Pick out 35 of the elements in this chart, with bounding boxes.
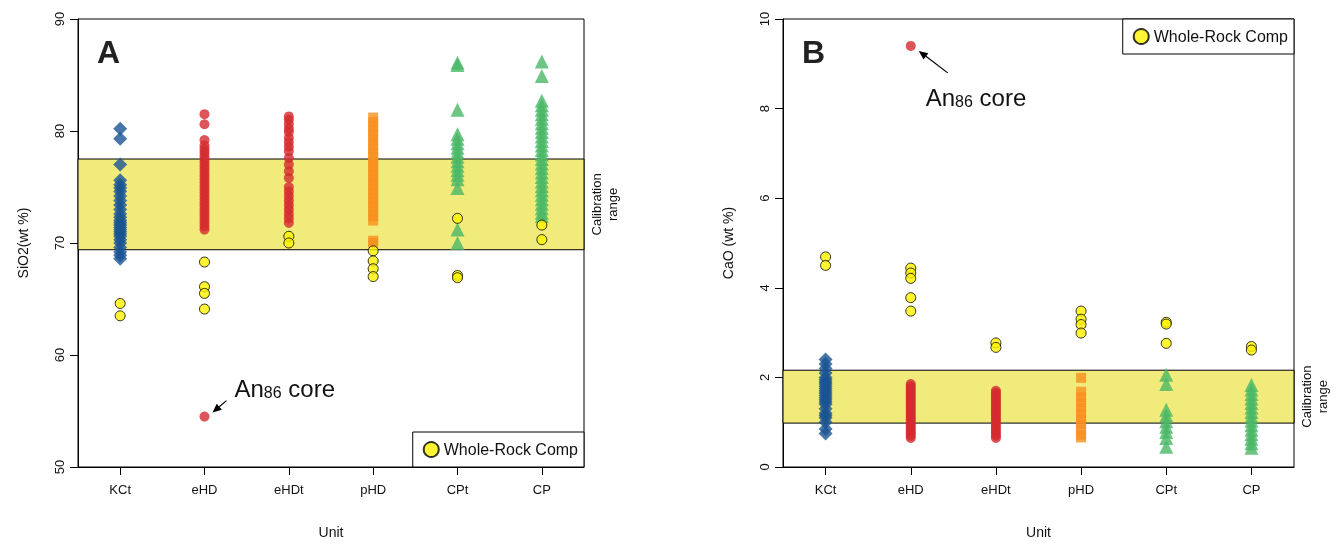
legend-label: Whole-Rock Comp — [1153, 28, 1289, 45]
x-tick-label: eHD — [191, 482, 218, 497]
annotation: An86 core — [925, 84, 1027, 112]
y-axis-title: CaO (wt %) — [720, 206, 736, 280]
y-tick-label: 4 — [757, 284, 772, 292]
x-axis-title: Unit — [318, 524, 344, 540]
y-axis-title: SiO2(wt %) — [15, 207, 31, 279]
x-tick-label: CPt — [1155, 482, 1178, 497]
x-tick-label: pHD — [360, 482, 387, 497]
x-tick-label: pHD — [1068, 482, 1095, 497]
annotation: An86 core — [234, 375, 336, 403]
y-tick-label: 60 — [52, 347, 67, 363]
y-tick-label: 90 — [52, 11, 67, 27]
x-tick-label: eHDt — [274, 482, 305, 497]
band-label: Calibration range — [1298, 365, 1330, 428]
legend-label: Whole-Rock Comp — [443, 441, 579, 458]
x-tick-label: CP — [532, 482, 551, 497]
text: B — [802, 34, 826, 70]
x-tick-label: eHD — [897, 482, 924, 497]
y-tick-label: 50 — [52, 459, 67, 475]
x-tick-label: KCt — [814, 482, 837, 497]
y-tick-label: 10 — [757, 11, 772, 27]
band-label: Calibration range — [588, 173, 620, 236]
y-tick-label: 70 — [52, 235, 67, 251]
y-tick-label: 0 — [757, 463, 772, 471]
x-tick-label: CPt — [446, 482, 469, 497]
x-tick-label: eHDt — [981, 482, 1012, 497]
x-tick-label: KCt — [109, 482, 132, 497]
x-tick-label: CP — [1242, 482, 1261, 497]
x-axis-title: Unit — [1026, 524, 1052, 540]
y-tick-label: 2 — [757, 373, 772, 382]
y-tick-label: 6 — [757, 194, 772, 202]
text: A — [97, 34, 121, 70]
y-tick-label: 80 — [52, 123, 67, 139]
y-tick-label: 8 — [757, 104, 772, 113]
